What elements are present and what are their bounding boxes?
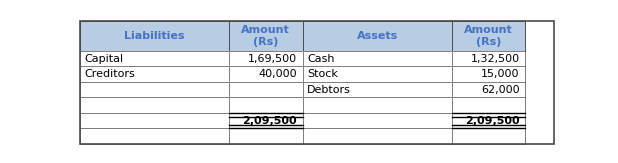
Text: Assets: Assets [357, 31, 398, 41]
Text: 1,69,500: 1,69,500 [248, 54, 297, 64]
Bar [229, 51, 302, 67]
Text: 40,000: 40,000 [258, 69, 297, 79]
Text: Debtors: Debtors [307, 85, 351, 95]
Bar [80, 21, 229, 51]
Bar [229, 82, 302, 97]
Bar [452, 97, 525, 113]
Text: Amount
(Rs): Amount (Rs) [242, 25, 290, 47]
Bar [302, 113, 452, 128]
Bar [80, 82, 229, 97]
Bar [452, 51, 525, 67]
Bar [229, 51, 302, 67]
Bar [229, 128, 302, 144]
Text: Capital: Capital [85, 54, 124, 64]
Bar [229, 21, 302, 51]
Bar [80, 67, 229, 82]
Text: 15,000: 15,000 [481, 69, 520, 79]
Bar [302, 51, 452, 67]
Bar [452, 97, 525, 113]
Bar [452, 113, 525, 128]
Bar [229, 113, 302, 128]
Bar [302, 82, 452, 97]
Bar [452, 21, 525, 51]
Bar [229, 67, 302, 82]
Bar [302, 97, 452, 113]
Text: Amount
(Rs): Amount (Rs) [464, 25, 513, 47]
Bar [302, 97, 452, 113]
Text: Stock: Stock [307, 69, 338, 79]
Bar [229, 82, 302, 97]
Text: Liabilities: Liabilities [124, 31, 185, 41]
Bar [302, 67, 452, 82]
Text: 2,09,500: 2,09,500 [465, 116, 520, 126]
Bar [80, 113, 229, 128]
Bar [302, 128, 452, 144]
Bar [302, 128, 452, 144]
Text: Creditors: Creditors [85, 69, 135, 79]
Bar [452, 113, 525, 128]
Bar [80, 67, 229, 82]
Bar [229, 97, 302, 113]
Bar [229, 67, 302, 82]
Text: 1,32,500: 1,32,500 [470, 54, 520, 64]
Bar [452, 67, 525, 82]
Bar [302, 21, 452, 51]
Bar [229, 128, 302, 144]
Text: 62,000: 62,000 [481, 85, 520, 95]
Bar [302, 82, 452, 97]
Bar [452, 82, 525, 97]
Bar [80, 51, 229, 67]
Bar [80, 97, 229, 113]
Bar [452, 128, 525, 144]
Bar [80, 82, 229, 97]
Bar [452, 82, 525, 97]
Bar [229, 113, 302, 128]
Bar [302, 67, 452, 82]
Bar [80, 51, 229, 67]
Bar [229, 97, 302, 113]
Bar [80, 128, 229, 144]
Bar [80, 113, 229, 128]
Bar [302, 113, 452, 128]
Text: Cash: Cash [307, 54, 335, 64]
Bar [80, 128, 229, 144]
Bar [452, 51, 525, 67]
Bar [302, 51, 452, 67]
Bar [302, 21, 452, 51]
Bar [229, 21, 302, 51]
Bar [80, 97, 229, 113]
Bar [452, 67, 525, 82]
Bar [452, 128, 525, 144]
Bar [452, 21, 525, 51]
Text: 2,09,500: 2,09,500 [242, 116, 297, 126]
Bar [80, 21, 229, 51]
